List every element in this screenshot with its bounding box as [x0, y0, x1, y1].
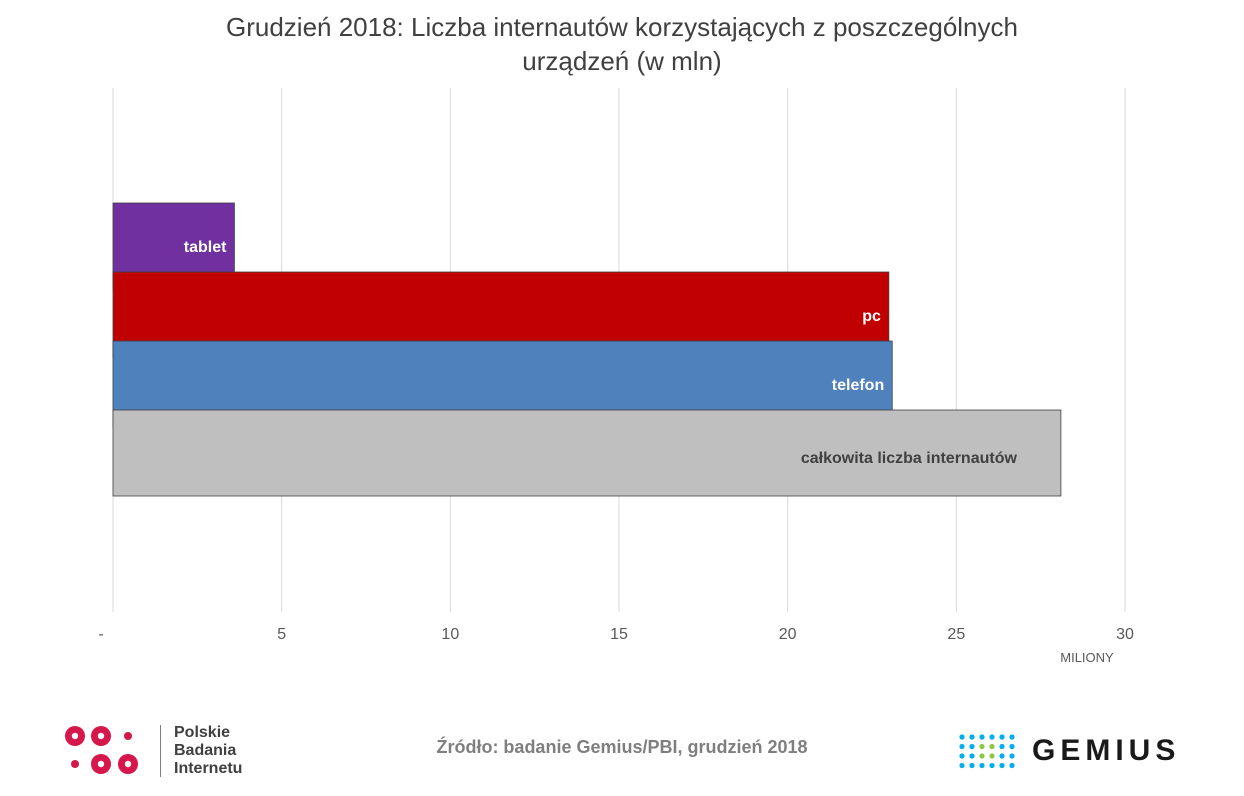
- pbi-divider: [160, 725, 161, 777]
- pbi-dot-hole: [71, 732, 79, 740]
- gemius-dot: [1009, 734, 1015, 740]
- x-tick-label: -: [98, 626, 103, 643]
- x-tick-labels: - 5 10 15 20 25 30: [98, 626, 1134, 643]
- bar-chart: tablet pc telefon całkowita liczba internau…: [98, 88, 1134, 665]
- gemius-dot: [959, 762, 965, 769]
- source-note: Źródło: badanie Gemius/PBI, grudzień 201…: [436, 737, 808, 757]
- gemius-dot: [959, 743, 965, 750]
- gemius-dots-icon: [959, 734, 1015, 769]
- pbi-logo-line-2: Badania: [174, 742, 237, 759]
- x-tick-label: 25: [947, 626, 965, 643]
- x-tick-label: 5: [277, 626, 286, 643]
- chart-title-line-1: Grudzień 2018: Liczba internautów korzys…: [226, 12, 1018, 42]
- gemius-wordmark: GEMIUS: [1032, 734, 1181, 767]
- gemius-dot: [989, 734, 995, 740]
- bar-label: całkowita liczba internautów: [801, 450, 1018, 467]
- pbi-logo-text: Polskie Badania Internetu: [174, 724, 242, 778]
- pbi-dot-hole: [97, 732, 105, 740]
- bar-label: telefon: [832, 377, 884, 394]
- x-tick-label: 15: [610, 626, 628, 643]
- bars: tablet pc telefon całkowita liczba internau…: [112, 202, 1062, 497]
- x-tick-label: 30: [1116, 626, 1134, 643]
- pbi-logo-line-1: Polskie: [174, 724, 231, 741]
- chart-title: Grudzień 2018: Liczba internautów korzys…: [0, 10, 1244, 78]
- gemius-dot: [989, 753, 995, 759]
- gemius-dot: [999, 743, 1005, 750]
- gemius-dot: [959, 734, 965, 740]
- gemius-dot: [979, 743, 985, 750]
- gemius-dot: [969, 734, 975, 740]
- pbi-logo: Polskie Badania Internetu: [64, 722, 264, 782]
- pbi-logo-line-3: Internetu: [174, 760, 243, 777]
- x-tick-label: 20: [779, 626, 797, 643]
- gemius-dot: [1009, 743, 1015, 750]
- x-tick-label: 10: [441, 626, 459, 643]
- pbi-dots-icon: [65, 726, 138, 774]
- gemius-dot: [969, 743, 975, 750]
- gemius-dot: [989, 762, 995, 769]
- gemius-dot: [1009, 762, 1015, 769]
- gemius-dot: [979, 762, 985, 769]
- gemius-dot: [999, 753, 1005, 759]
- gemius-dot: [999, 734, 1005, 740]
- bar-całkowita-liczba-internautów: [112, 409, 1062, 497]
- chart-title-line-2: urządzeń (w mln): [522, 46, 722, 76]
- gemius-dot: [979, 734, 985, 740]
- pbi-dot: [71, 760, 79, 768]
- pbi-dot: [124, 732, 132, 740]
- gemius-dot: [999, 762, 1005, 769]
- pbi-dot-hole: [124, 760, 132, 768]
- gemius-dot: [989, 743, 995, 750]
- gemius-dot: [979, 753, 985, 759]
- pbi-dot-hole: [97, 760, 105, 768]
- gemius-logo: GEMIUS: [958, 733, 1218, 769]
- bar-label: pc: [862, 308, 881, 325]
- bar-label: tablet: [184, 239, 227, 256]
- gemius-dot: [969, 762, 975, 769]
- x-axis-label: MILIONY: [1060, 650, 1114, 665]
- gemius-dot: [1009, 753, 1015, 759]
- gemius-dot: [959, 753, 965, 759]
- gemius-dot: [969, 753, 975, 759]
